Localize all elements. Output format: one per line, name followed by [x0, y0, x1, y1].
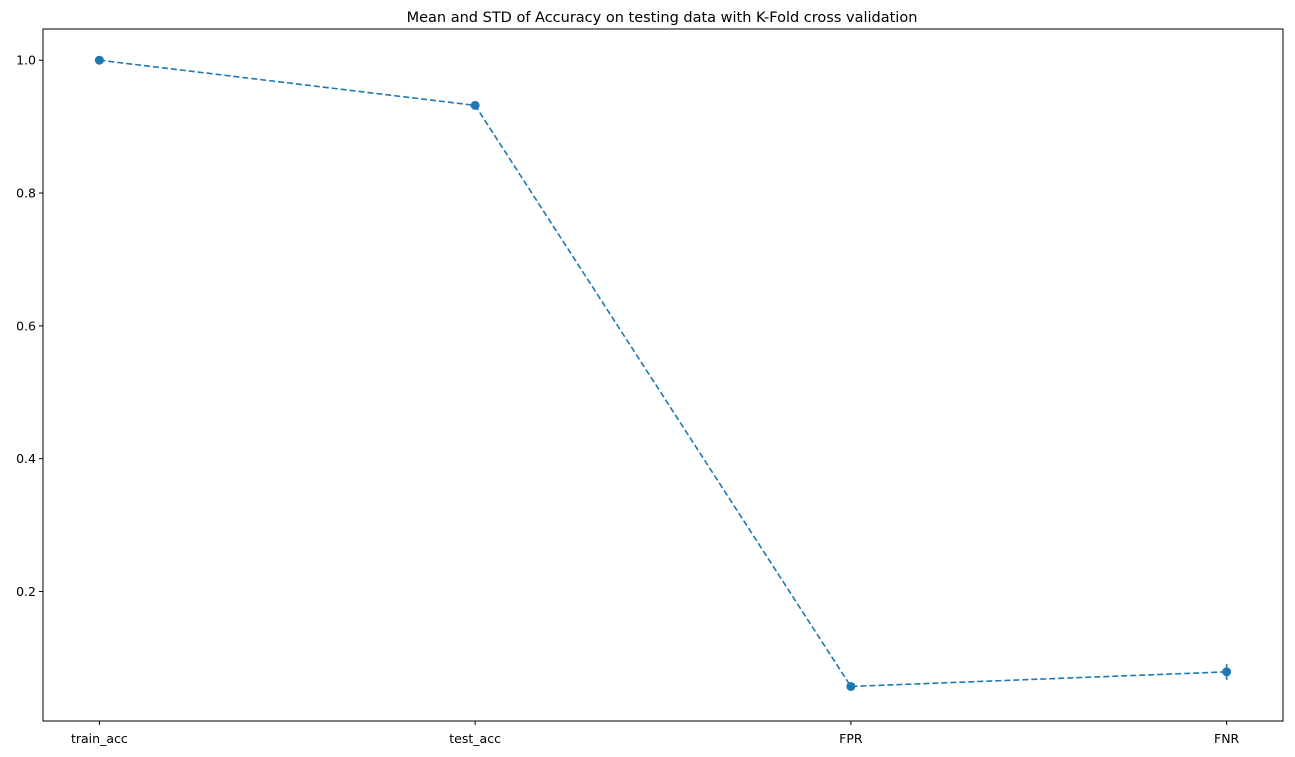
plot-frame: [42, 28, 1284, 722]
y-tick-label: 0.4: [16, 451, 36, 466]
series-line: [99, 59, 1227, 688]
x-axis: train_acc test_acc FPR FNR: [71, 721, 1240, 746]
y-tick-label: 1.0: [16, 53, 36, 68]
data-point: [1222, 667, 1232, 677]
y-tick-label: 0.8: [16, 186, 36, 201]
data-point: [94, 55, 104, 65]
data-point: [846, 681, 856, 691]
y-axis: 0.2 0.4 0.6 0.8 1.0: [16, 53, 43, 599]
y-tick-label: 0.2: [16, 584, 36, 599]
x-tick-label: test_acc: [449, 731, 501, 746]
x-tick-label: FPR: [839, 731, 863, 746]
series-layer: [94, 55, 1232, 691]
x-tick-label: FNR: [1214, 731, 1240, 746]
chart-title: Mean and STD of Accuracy on testing data…: [407, 10, 918, 26]
y-tick-label: 0.6: [16, 318, 36, 333]
data-point: [470, 100, 480, 110]
x-tick-label: train_acc: [71, 731, 128, 746]
